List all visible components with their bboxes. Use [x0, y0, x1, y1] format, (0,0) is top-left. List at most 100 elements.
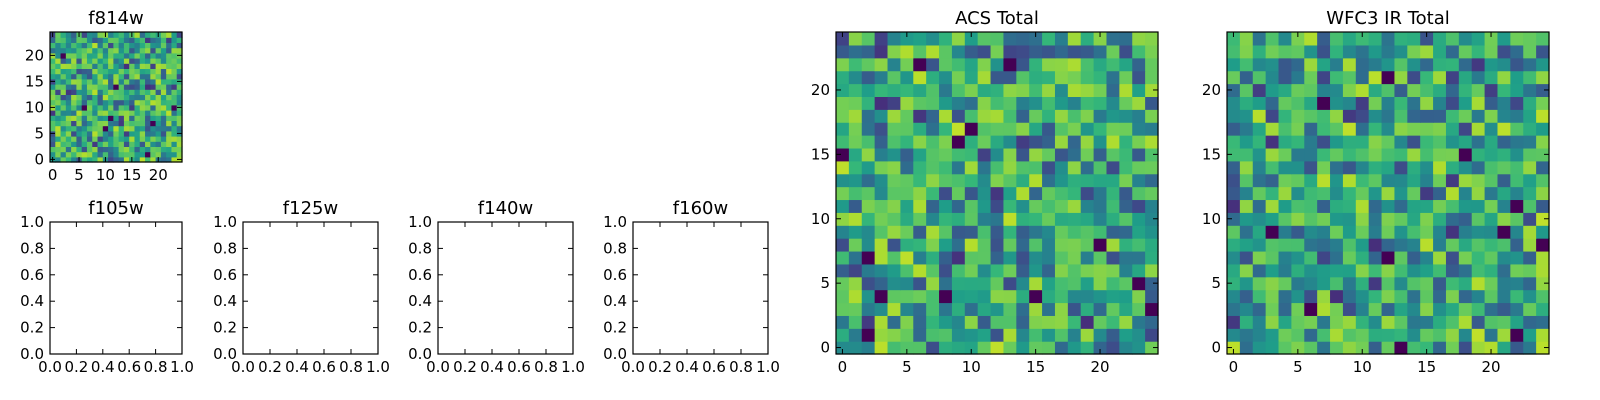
heatmap-cell — [1239, 276, 1254, 291]
heatmap-cell — [1227, 122, 1241, 136]
heatmap-cell — [1265, 32, 1280, 46]
heatmap-cell — [129, 37, 136, 43]
heatmap-cell — [1291, 186, 1305, 201]
heatmap-cell — [92, 115, 99, 121]
heatmap-cell — [171, 110, 178, 116]
heatmap-cell — [836, 250, 850, 265]
heatmap-cell — [102, 141, 109, 147]
heatmap-cell — [1420, 302, 1434, 316]
subplot-title: f140w — [478, 198, 533, 219]
heatmap-cell — [1355, 328, 1370, 342]
heatmap-cell — [60, 141, 67, 147]
heatmap-cell — [1278, 173, 1292, 188]
heatmap-cell — [1054, 225, 1069, 239]
heatmap-cell — [1080, 173, 1095, 188]
y-tick-label: 0.6 — [603, 266, 627, 284]
heatmap-cell — [1093, 328, 1108, 342]
heatmap-cell — [1304, 225, 1318, 239]
heatmap-cell — [1145, 276, 1159, 291]
heatmap-cell — [887, 199, 901, 213]
heatmap-cell — [1003, 341, 1017, 355]
heatmap-cell — [1106, 83, 1120, 97]
heatmap-cell — [1484, 83, 1499, 97]
heatmap-cell — [1291, 173, 1305, 188]
heatmap-cell — [1394, 160, 1408, 175]
heatmap-cell — [1304, 328, 1318, 342]
heatmap-cell — [861, 341, 876, 355]
heatmap-cell — [60, 151, 67, 158]
heatmap-cell — [139, 94, 146, 101]
heatmap-cell — [1227, 109, 1241, 123]
heatmap-cell — [76, 84, 83, 90]
heatmap-cell — [939, 122, 953, 136]
heatmap-cell — [1016, 315, 1030, 329]
heatmap-cell — [134, 120, 141, 127]
heatmap-cell — [123, 47, 130, 54]
heatmap-cell — [81, 78, 88, 85]
heatmap-cell — [1471, 341, 1486, 355]
heatmap-cell — [166, 99, 173, 106]
heatmap-cell — [1317, 276, 1331, 291]
heatmap-cell — [887, 302, 901, 316]
heatmap-cell — [1132, 135, 1146, 149]
heatmap-cell — [55, 146, 62, 153]
heatmap-cell — [1252, 70, 1267, 85]
heatmap-cell — [861, 122, 876, 136]
heatmap-cell — [123, 73, 130, 80]
heatmap-cell — [1278, 122, 1292, 136]
heatmap-cell — [65, 156, 72, 163]
heatmap-cell — [1458, 83, 1473, 97]
heatmap-cell — [145, 136, 151, 142]
heatmap-cell — [951, 96, 966, 110]
heatmap-cell — [50, 115, 56, 121]
heatmap-cell — [71, 94, 77, 101]
heatmap-cell — [81, 68, 88, 75]
x-tick-label: 0.0 — [231, 358, 255, 376]
heatmap-cell — [1278, 263, 1292, 278]
heatmap-cell — [150, 94, 157, 101]
heatmap-cell — [176, 84, 183, 90]
heatmap-cell — [1381, 263, 1396, 278]
heatmap-cell — [97, 63, 104, 69]
heatmap-cell — [55, 104, 62, 111]
heatmap-cell — [926, 57, 940, 72]
heatmap-cell — [1471, 186, 1486, 201]
heatmap-cell — [1394, 263, 1408, 278]
heatmap-cell — [65, 68, 72, 75]
heatmap-cell — [836, 341, 850, 355]
heatmap-cell — [1304, 199, 1318, 213]
heatmap-cell — [86, 130, 93, 137]
y-tick-label: 1.0 — [20, 213, 44, 231]
heatmap-cell — [861, 32, 876, 46]
heatmap-cell — [86, 37, 93, 43]
heatmap-cell — [1145, 225, 1159, 239]
heatmap-cell — [108, 125, 114, 132]
heatmap-cell — [1093, 83, 1108, 97]
heatmap-cell — [1067, 199, 1082, 213]
heatmap-cell — [134, 146, 141, 153]
heatmap-cell — [977, 160, 992, 175]
x-tick-label: 0.6 — [117, 358, 141, 376]
heatmap-cell — [71, 146, 77, 153]
heatmap-cell — [1420, 250, 1434, 265]
heatmap-cell — [118, 47, 125, 54]
heatmap-cell — [1227, 289, 1241, 304]
heatmap-cell — [1080, 57, 1095, 72]
heatmap-cell — [1016, 70, 1030, 85]
heatmap-cell — [176, 94, 183, 101]
heatmap-cell — [874, 302, 889, 316]
heatmap-cell — [118, 125, 125, 132]
heatmap-cell — [123, 94, 130, 101]
heatmap-cell — [1278, 32, 1292, 46]
x-tick-label: 15 — [1417, 358, 1436, 376]
heatmap-cell — [102, 68, 109, 75]
heatmap-cell — [926, 302, 940, 316]
heatmap-cell — [1016, 341, 1030, 355]
heatmap-cell — [176, 47, 183, 54]
heatmap-cell — [913, 160, 927, 175]
heatmap-cell — [1420, 199, 1434, 213]
heatmap-cell — [1497, 186, 1511, 201]
heatmap-cell — [86, 151, 93, 158]
heatmap-cell — [1278, 186, 1292, 201]
heatmap-cell — [1420, 160, 1434, 175]
